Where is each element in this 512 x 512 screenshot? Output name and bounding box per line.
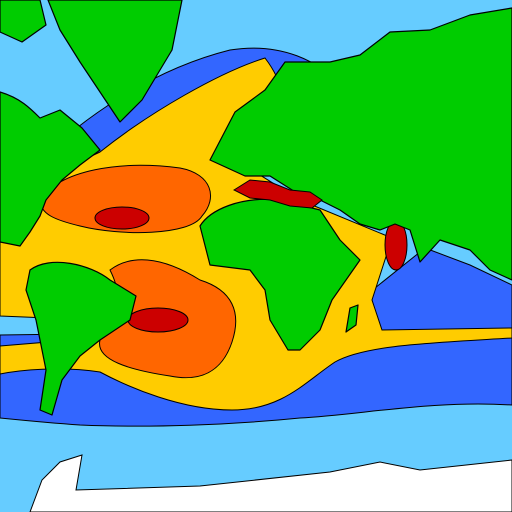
land-north-america — [0, 0, 47, 43]
land-north-america — [0, 91, 101, 247]
land-greenland — [47, 0, 183, 123]
zone-red — [94, 206, 150, 230]
land-antarctica — [29, 454, 512, 512]
zone-orange — [39, 164, 211, 234]
zone-red — [232, 179, 323, 209]
land-madagascar — [345, 304, 359, 333]
zone-red — [127, 307, 189, 333]
land-south-america — [25, 261, 137, 416]
